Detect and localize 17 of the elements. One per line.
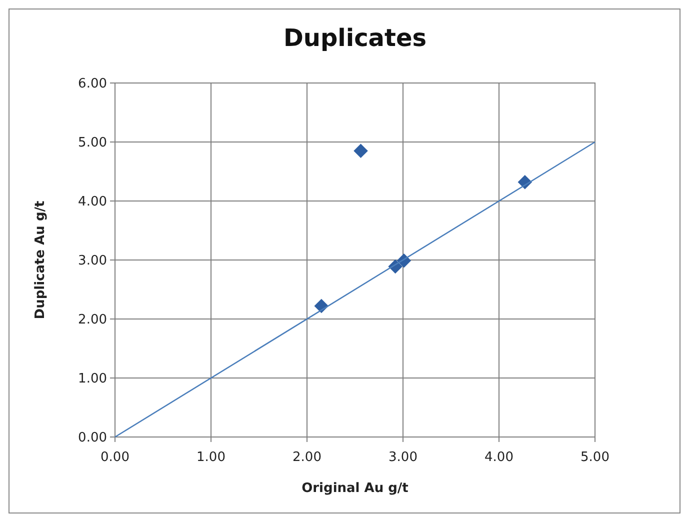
x-tick-label: 0.00 bbox=[100, 450, 130, 465]
x-tick-label: 5.00 bbox=[580, 450, 610, 465]
x-tick-label: 3.00 bbox=[388, 450, 418, 465]
x-tick-label: 2.00 bbox=[292, 450, 322, 465]
y-tick-label: 2.00 bbox=[78, 312, 107, 328]
y-tick-label: 6.00 bbox=[78, 76, 107, 92]
y-tick-label: 0.00 bbox=[78, 430, 107, 446]
x-tick-label: 1.00 bbox=[196, 450, 226, 465]
x-tick-label: 4.00 bbox=[484, 450, 514, 465]
point bbox=[354, 144, 368, 158]
x-axis-title: Original Au g/t bbox=[302, 481, 408, 496]
chart-title: Duplicates bbox=[283, 24, 427, 52]
y-tick-label: 5.00 bbox=[78, 136, 107, 151]
y-tick-label: 4.00 bbox=[78, 194, 107, 210]
y-tick-label: 1.00 bbox=[78, 372, 107, 387]
y-tick-label: 3.00 bbox=[78, 254, 107, 269]
y-axis-title: Duplicate Au g/t bbox=[33, 200, 48, 320]
